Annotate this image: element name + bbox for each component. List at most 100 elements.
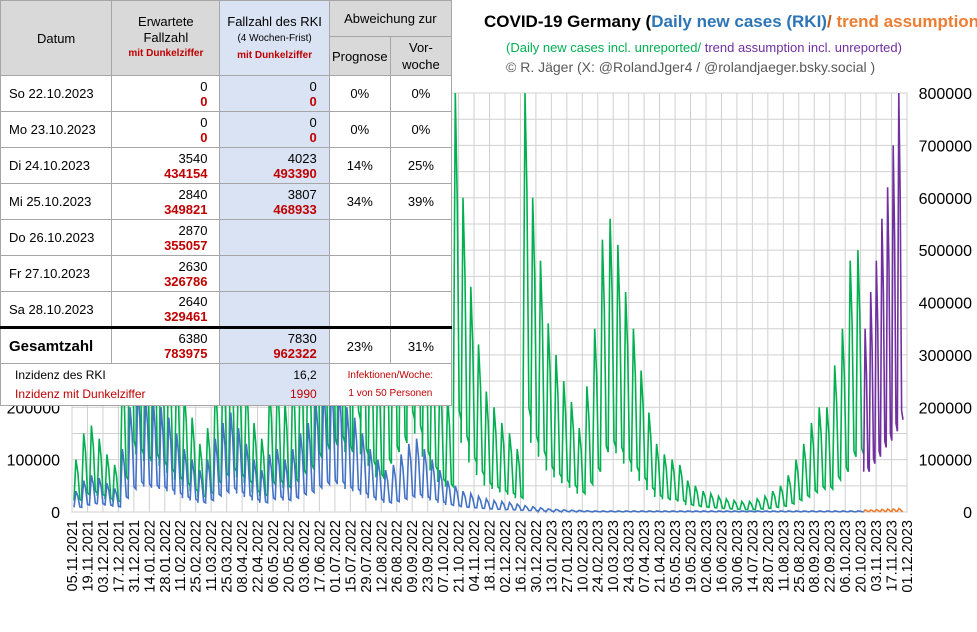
x-tick-label: 28.01.2022 bbox=[158, 520, 174, 593]
x-tick-label: 03.11.2023 bbox=[869, 520, 885, 592]
row-expected: 2630 326786 bbox=[111, 255, 221, 292]
x-tick-label: 06.10.2023 bbox=[838, 520, 854, 593]
header-datum: Datum bbox=[0, 0, 113, 76]
x-tick-label: 07.04.2023 bbox=[637, 520, 653, 593]
row-date: Mi 25.10.2023 bbox=[0, 183, 113, 220]
row-exp: 0 bbox=[200, 78, 208, 94]
row-date: Sa 28.10.2023 bbox=[0, 291, 113, 329]
total-prognose: 23% bbox=[328, 327, 391, 364]
x-tick-label: 02.12.2022 bbox=[498, 520, 514, 593]
right-axis-tick: 600000 bbox=[919, 191, 972, 208]
row-exp-red: 0 bbox=[200, 93, 208, 109]
total-exp-red: 783975 bbox=[164, 346, 208, 361]
x-tick-label: 14.07.2023 bbox=[745, 520, 761, 593]
row-rki-val: 4023 bbox=[287, 150, 317, 166]
x-tick-label: 25.08.2023 bbox=[792, 520, 808, 593]
chart-credit: © R. Jäger (X: @RolandJger4 / @rolandjae… bbox=[506, 59, 876, 75]
x-tick-label: 08.09.2023 bbox=[807, 520, 823, 593]
row-prognose bbox=[328, 255, 391, 292]
x-tick-label: 06.05.2022 bbox=[266, 520, 282, 593]
total-rki-val: 7830 bbox=[287, 331, 317, 346]
x-tick-label: 25.03.2022 bbox=[220, 520, 236, 593]
right-axis-tick: 0 bbox=[963, 505, 972, 522]
infektionen-2: 1 von 50 Personen bbox=[348, 387, 433, 399]
x-tick-label: 16.06.2023 bbox=[714, 520, 730, 593]
row-exp: 0 bbox=[200, 114, 208, 130]
left-axis-tick: 0 bbox=[51, 505, 60, 522]
inzidenz-rki-value: 16,2 bbox=[293, 367, 317, 382]
x-tick-label: 07.10.2022 bbox=[436, 520, 452, 593]
header-prognose: Prognose bbox=[328, 36, 391, 76]
row-prognose bbox=[328, 291, 391, 329]
x-tick-label: 19.11.2021 bbox=[81, 520, 97, 592]
right-axis-tick: 700000 bbox=[919, 138, 972, 155]
x-tick-label: 17.06.2022 bbox=[312, 520, 328, 593]
header-erwartete-2: Fallzahl bbox=[143, 30, 189, 45]
row-prognose: 0% bbox=[328, 75, 391, 112]
row-rki-red: 493390 bbox=[273, 165, 317, 181]
x-tick-label: 17.11.2023 bbox=[885, 520, 901, 592]
row-date: Do 26.10.2023 bbox=[0, 219, 113, 256]
row-rki-val: 0 bbox=[309, 114, 317, 130]
x-tick-label: 11.02.2022 bbox=[173, 520, 189, 592]
total-row: Gesamtzahl 6380 783975 7830 962322 23% 31% bbox=[0, 327, 453, 364]
row-exp: 2630 bbox=[178, 258, 208, 274]
row-rki: 4023 493390 bbox=[219, 147, 330, 184]
row-vorwoche bbox=[389, 219, 453, 256]
header-erwartete-3: mit Dunkelziffer bbox=[128, 48, 204, 59]
row-date: So 22.10.2023 bbox=[0, 75, 113, 112]
right-axis-tick: 200000 bbox=[919, 400, 972, 417]
right-axis-tick: 800000 bbox=[919, 86, 972, 103]
inzidenz-labels: Inzidenz des RKI Inzidenz mit Dunkelziff… bbox=[0, 363, 221, 406]
row-prognose: 34% bbox=[328, 183, 391, 220]
title-part-3: / bbox=[826, 12, 837, 31]
series-trend-line bbox=[863, 507, 904, 513]
chart-title: COVID-19 Germany (Daily new cases (RKI)/… bbox=[484, 12, 977, 32]
row-prognose bbox=[328, 219, 391, 256]
header-rki-2: (4 Wochen-Frist) bbox=[237, 32, 312, 44]
title-part-2: Daily new cases (RKI) bbox=[651, 12, 827, 31]
x-tick-label: 28.07.2023 bbox=[761, 520, 777, 593]
header-vor: Vor- bbox=[408, 40, 433, 55]
row-exp-red: 326786 bbox=[164, 273, 208, 289]
x-tick-label: 12.08.2022 bbox=[374, 520, 390, 593]
x-tick-label: 26.08.2022 bbox=[390, 520, 406, 593]
subtitle-part-1: (Daily new cases incl. unreported/ bbox=[506, 40, 705, 55]
header-abweichung: Abweichung zur bbox=[328, 0, 453, 37]
total-exp: 6380 bbox=[178, 331, 208, 346]
title-part-4: trend assumption bbox=[836, 12, 977, 31]
row-exp: 3540 bbox=[178, 150, 208, 166]
x-tick-label: 19.05.2023 bbox=[684, 520, 700, 593]
row-prognose: 14% bbox=[328, 147, 391, 184]
x-tick-label: 22.09.2023 bbox=[823, 520, 839, 593]
x-tick-label: 05.05.2023 bbox=[668, 520, 684, 593]
x-tick-label: 24.03.2023 bbox=[622, 520, 638, 593]
x-tick-label: 18.11.2022 bbox=[483, 520, 499, 592]
row-exp-red: 434154 bbox=[164, 165, 208, 181]
row-vorwoche bbox=[389, 255, 453, 292]
row-vorwoche: 39% bbox=[389, 183, 453, 220]
x-tick-label: 08.04.2022 bbox=[235, 520, 251, 593]
x-tick-label: 15.07.2022 bbox=[343, 520, 359, 593]
x-tick-label: 24.02.2023 bbox=[591, 520, 607, 593]
x-tick-label: 05.11.2021 bbox=[65, 520, 81, 592]
x-tick-label: 04.11.2022 bbox=[467, 520, 483, 592]
infektionen-1: Infektionen/Woche: bbox=[347, 369, 434, 381]
x-tick-label: 01.07.2022 bbox=[328, 520, 344, 593]
x-tick-label: 16.12.2022 bbox=[513, 520, 529, 593]
header-erwartete: Erwartete Fallzahl mit Dunkelziffer bbox=[111, 0, 221, 76]
row-exp-red: 329461 bbox=[164, 309, 208, 324]
x-tick-label: 25.02.2022 bbox=[189, 520, 205, 593]
x-tick-label: 17.12.2021 bbox=[111, 520, 127, 593]
x-tick-label: 30.06.2023 bbox=[730, 520, 746, 593]
infektionen-note: Infektionen/Woche: 1 von 50 Personen bbox=[328, 363, 453, 406]
x-tick-label: 27.01.2023 bbox=[560, 520, 576, 593]
x-tick-label: 31.12.2021 bbox=[127, 520, 143, 593]
total-vorwoche: 31% bbox=[389, 327, 453, 364]
x-tick-label: 01.12.2023 bbox=[900, 520, 916, 593]
